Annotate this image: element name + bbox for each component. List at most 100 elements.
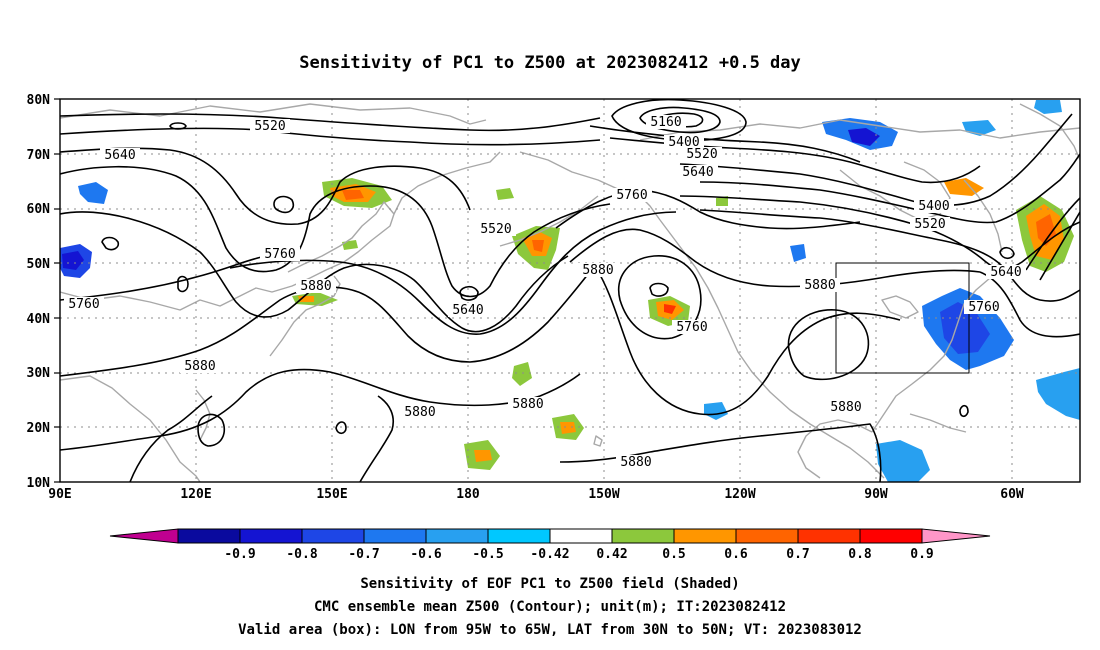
lat-label-40n: 40N: [27, 312, 51, 327]
map-frame: [59, 98, 1081, 483]
contour-5640-trough: [229, 211, 677, 335]
coast-north-america-west: [659, 219, 885, 479]
map-panel: 5160540054005520552055205520564056405640…: [27, 93, 1081, 502]
contour-label-bg: [964, 300, 1004, 314]
contour-small-cell-9: [959, 404, 969, 418]
contour-small-cell-5: [177, 275, 189, 293]
coast-east-us: [871, 261, 1001, 433]
colorbar-tick-label: 0.5: [662, 547, 685, 562]
contour-5880-south-3: [359, 395, 394, 482]
figure-title: Sensitivity of PC1 to Z500 at 2023082412…: [299, 53, 801, 73]
contour-label: 5880: [184, 359, 215, 374]
lon-label-150e: 150E: [316, 487, 347, 502]
contour-label: 5760: [68, 297, 99, 312]
contour-5640-north: [60, 127, 601, 146]
lon-label-150w: 150W: [588, 487, 619, 502]
contour-5640-far-east: [1025, 197, 1080, 271]
caption-line-2: CMC ensemble mean Z500 (Contour); unit(m…: [314, 599, 786, 615]
colorbar-swatch: [735, 528, 799, 544]
lat-label-70n: 70N: [27, 148, 51, 163]
contour-label-bg: [260, 247, 300, 261]
colorbar: -0.9 -0.8 -0.7 -0.6 -0.5 -0.42 0.42 0.5 0.6 0.7 0.…: [109, 528, 991, 562]
contour-5160-low-inner: [639, 106, 721, 134]
valid-area-box: [835, 262, 970, 374]
pos-shading-japan: [292, 292, 338, 306]
contour-label-bg: [664, 135, 704, 149]
coast-alaska: [519, 151, 661, 221]
coast-cuba: [909, 413, 967, 433]
coast-japan: [269, 275, 341, 357]
contour-label: 5880: [300, 279, 331, 294]
coast-great-lakes: [881, 295, 919, 319]
colorbar-tick-label: -0.9: [224, 547, 255, 562]
coast-kamchatka: [393, 151, 501, 215]
contour-5880-west: [60, 211, 569, 333]
contour-label: 5880: [404, 405, 435, 420]
colorbar-swatch: [425, 528, 489, 544]
colorbar-swatch: [797, 528, 861, 544]
contour-west-us-low: [617, 255, 702, 340]
sensitivity-shading: [60, 100, 1080, 482]
pos-shading-central-pacific-1-inner: [560, 422, 576, 434]
contour-small-cell-7: [335, 421, 347, 435]
contour-label-bg: [826, 400, 866, 414]
caption-line-3: Valid area (box): LON from 95W to 65W, L…: [238, 622, 862, 638]
contour-label: 5640: [104, 148, 135, 163]
lat-label-60n: 60N: [27, 202, 51, 217]
contour-5760-west-low: [60, 255, 267, 301]
contour-label-bg: [100, 148, 140, 162]
lat-label-20n: 20N: [27, 421, 51, 436]
colorbar-tick-label: -0.7: [348, 547, 379, 562]
contour-label-layer: 5160540054005520552055205520564056405640…: [64, 115, 1026, 470]
contour-label-bg: [578, 263, 618, 277]
lat-label-30n: 30N: [27, 366, 51, 381]
contour-label: 5640: [452, 303, 483, 318]
lon-label-60w: 60W: [1000, 487, 1024, 502]
contour-small-cell-6: [197, 413, 226, 447]
latitude-ticks: [54, 98, 60, 483]
neg-shading-northeast-us-inner: [940, 302, 990, 354]
longitude-labels: 90E 120E 150E 180 150W 120W 90W 60W: [48, 487, 1024, 502]
contour-label-bg: [64, 297, 104, 311]
neg-shading-mexico: [790, 244, 806, 262]
contour-5880-south-2: [129, 395, 213, 482]
contour-label: 5880: [620, 455, 651, 470]
coast-southeast-asia: [60, 375, 201, 482]
contour-label-bg: [646, 115, 686, 129]
contour-small-cell-2: [101, 236, 120, 251]
colorbar-min-arrow: [109, 528, 179, 544]
lon-label-120e: 120E: [180, 487, 211, 502]
contour-label: 5520: [686, 147, 717, 162]
contour-5520-north: [60, 113, 601, 132]
coastlines: [60, 103, 1080, 482]
neg-shading-west-pacific-inner: [62, 251, 84, 270]
colorbar-swatch: [673, 528, 737, 544]
contour-5520-arctic-2: [589, 125, 861, 163]
contour-label: 5880: [804, 278, 835, 293]
contour-small-cell-10: [169, 122, 187, 130]
contour-label-bg: [448, 303, 488, 317]
contour-label: 5520: [914, 217, 945, 232]
colorbar-tick-label: -0.5: [472, 547, 503, 562]
colorbar-swatch: [177, 528, 241, 544]
contour-5640-east: [679, 195, 1080, 270]
pos-shading-bering: [496, 188, 514, 200]
pos-shading-west-us-core: [664, 304, 676, 314]
contour-5760-east: [699, 209, 1080, 302]
colorbar-tick-label: 0.6: [724, 547, 748, 562]
z500-contours: [60, 99, 1080, 482]
contour-label-bg: [800, 278, 840, 292]
graticule: [60, 99, 1080, 482]
contour-label: 5400: [668, 135, 699, 150]
contour-label-bg: [914, 199, 954, 213]
contour-label-bg: [678, 165, 718, 179]
coast-east-asia: [60, 201, 395, 311]
coast-canada-arctic: [639, 119, 1080, 141]
contour-label: 5880: [512, 397, 543, 412]
contour-small-cell-8: [999, 246, 1015, 260]
colorbar-tick-label: -0.42: [530, 547, 569, 562]
lon-label-90e: 90E: [48, 487, 71, 502]
contour-label: 5880: [830, 400, 861, 415]
contour-5160-low: [611, 99, 747, 142]
